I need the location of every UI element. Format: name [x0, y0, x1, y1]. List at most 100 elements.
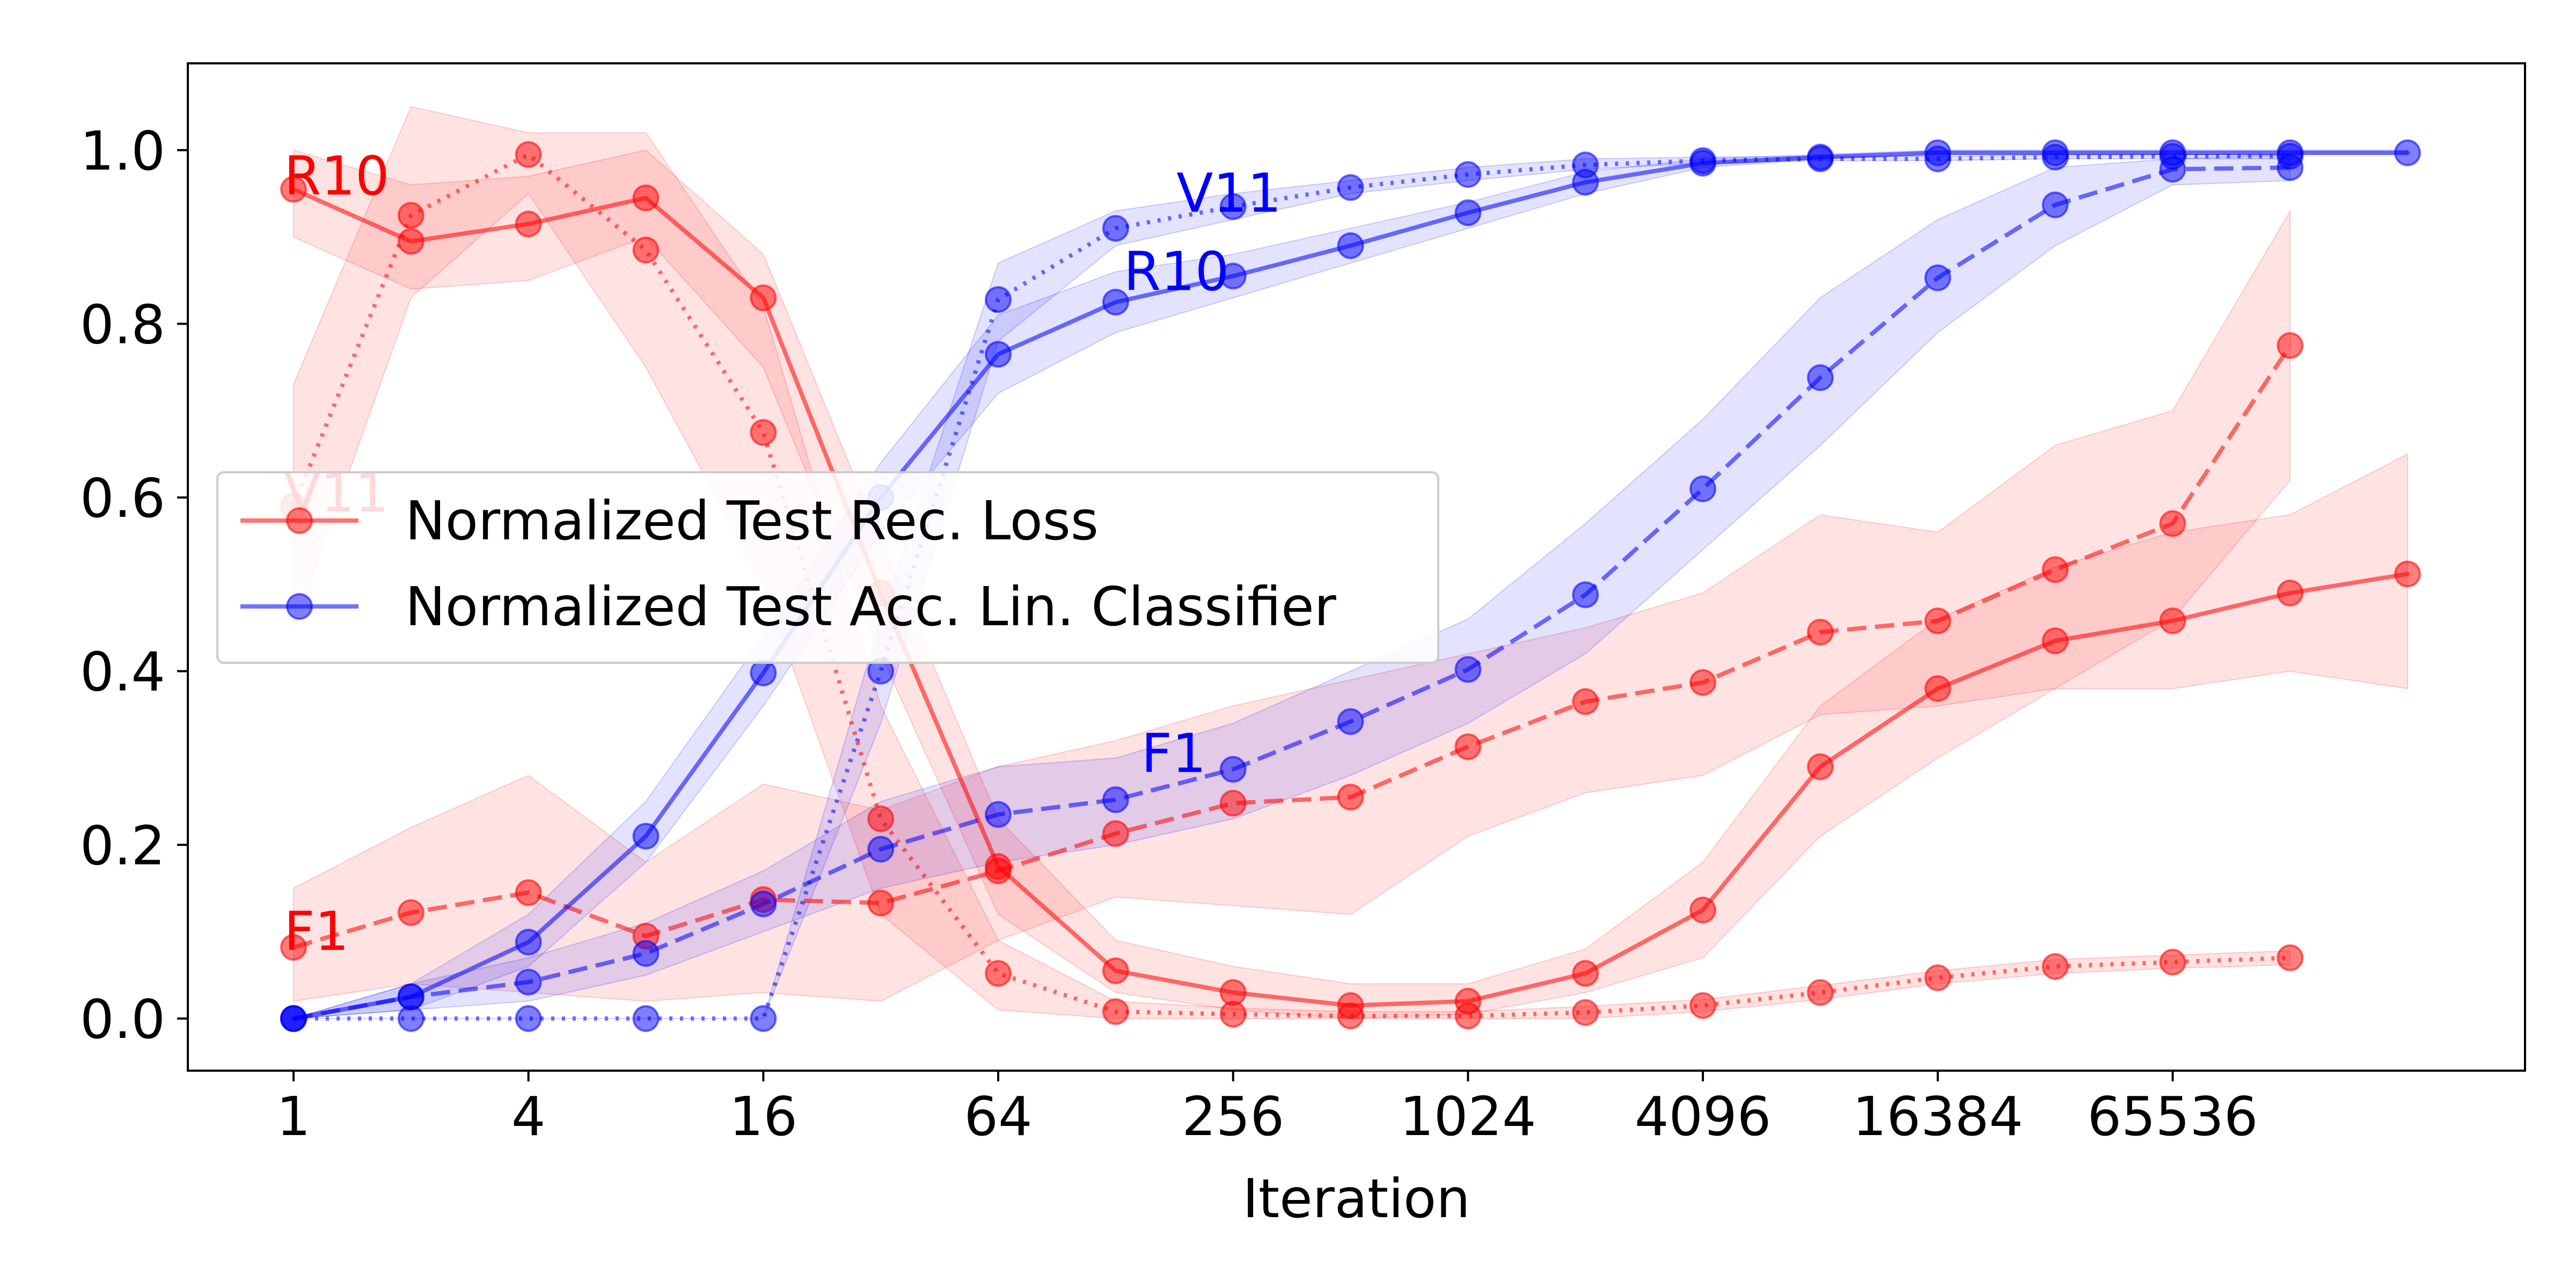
data-point — [2041, 191, 2069, 218]
data-point — [1102, 288, 1129, 316]
data-point — [1806, 753, 1834, 780]
data-point — [1454, 1002, 1482, 1030]
data-point — [280, 175, 307, 203]
x-tick-label: 1 — [276, 1085, 311, 1148]
data-point — [515, 141, 542, 168]
band-f1-loss — [292, 209, 2291, 1002]
legend-swatch-marker — [286, 507, 313, 534]
data-point — [397, 202, 425, 229]
data-point — [1924, 964, 1951, 991]
data-point — [515, 928, 542, 956]
data-point — [1806, 364, 1834, 391]
data-point — [1806, 979, 1834, 1006]
y-tick-label: 0.6 — [80, 467, 165, 530]
data-point — [397, 899, 425, 926]
data-point — [1454, 161, 1482, 188]
data-point — [1219, 262, 1247, 290]
data-point — [985, 286, 1012, 313]
data-point — [1337, 1002, 1364, 1030]
data-point — [985, 857, 1012, 884]
annotation-label: V11 — [1176, 162, 1282, 225]
data-point — [867, 836, 895, 863]
series-points — [280, 139, 2421, 1032]
data-point — [397, 228, 425, 255]
legend-swatch-marker — [286, 593, 313, 620]
x-tick-label: 4 — [511, 1085, 546, 1148]
x-tick-label: 4096 — [1635, 1085, 1772, 1148]
line-f1-acc — [293, 165, 2290, 1021]
data-point — [1572, 999, 1599, 1026]
data-point — [2159, 156, 2186, 183]
data-point — [280, 934, 307, 961]
data-point — [867, 805, 895, 832]
x-tick-label: 256 — [1182, 1085, 1284, 1148]
annotation-label: F1 — [1141, 722, 1206, 785]
data-point — [2394, 560, 2421, 588]
legend-label: Normalized Test Rec. Loss — [405, 489, 1099, 552]
data-point — [1219, 1000, 1247, 1028]
data-point — [632, 236, 660, 264]
data-point — [2159, 510, 2186, 537]
data-point — [515, 879, 542, 906]
data-point — [1219, 756, 1247, 783]
data-point — [1219, 789, 1247, 817]
data-point — [750, 890, 777, 918]
data-point — [985, 960, 1012, 987]
data-point — [280, 1005, 307, 1032]
x-tick-label: 16 — [729, 1085, 797, 1148]
data-point — [1924, 607, 1951, 634]
data-point — [867, 889, 895, 917]
x-tick-label: 1024 — [1400, 1085, 1536, 1148]
data-point — [1806, 618, 1834, 646]
data-point — [632, 1005, 660, 1032]
y-tick-label: 0.8 — [80, 293, 165, 356]
annotation-label: R10 — [1124, 240, 1230, 303]
data-point — [750, 659, 777, 686]
data-point — [2159, 607, 2186, 634]
data-point — [2041, 556, 2069, 583]
data-point — [632, 184, 660, 211]
data-point — [1572, 581, 1599, 609]
x-tick-label: 64 — [964, 1085, 1032, 1148]
data-point — [2277, 154, 2304, 181]
annotation-label: R10 — [284, 144, 390, 207]
data-point — [1572, 688, 1599, 715]
data-point — [397, 983, 425, 1011]
data-point — [1454, 656, 1482, 683]
data-point — [750, 1005, 777, 1032]
data-point — [2159, 948, 2186, 976]
data-point — [750, 419, 777, 446]
data-point — [515, 1005, 542, 1032]
data-point — [1337, 174, 1364, 201]
annotation-label: F1 — [284, 900, 349, 963]
data-point — [1102, 998, 1129, 1025]
legend-label: Normalized Test Acc. Lin. Classifier — [405, 575, 1337, 638]
y-tick-label: 0.2 — [80, 814, 165, 877]
data-point — [1806, 145, 1834, 172]
data-point — [1924, 264, 1951, 291]
legend: Normalized Test Rec. Loss Normalized Test… — [216, 471, 1439, 664]
data-point — [2277, 944, 2304, 971]
data-point — [1689, 669, 1717, 696]
data-point — [750, 284, 777, 311]
data-point — [2041, 953, 2069, 980]
line-f1-loss — [292, 344, 2292, 950]
data-point — [1102, 957, 1129, 984]
data-point — [1219, 193, 1247, 220]
legend-box — [216, 471, 1439, 664]
x-tick-label: 16384 — [1853, 1085, 2023, 1148]
y-tick-label: 1.0 — [80, 120, 165, 182]
data-point — [632, 823, 660, 850]
y-tick-label: 0.4 — [80, 641, 165, 704]
data-point — [515, 968, 542, 996]
data-point — [1102, 786, 1129, 814]
data-point — [1689, 896, 1717, 924]
data-point — [1102, 215, 1129, 242]
data-point — [1337, 232, 1364, 259]
data-point — [2394, 139, 2421, 166]
data-point — [1572, 151, 1599, 179]
y-axis-ticks: 0.0 0.2 0.4 0.6 0.8 1.0 — [80, 120, 188, 1051]
y-tick-label: 0.0 — [80, 988, 165, 1051]
plot-frame — [187, 62, 2526, 1072]
